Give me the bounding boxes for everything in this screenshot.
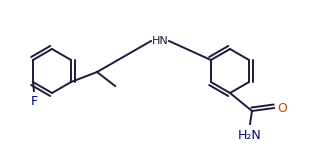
Text: O: O: [277, 101, 287, 114]
Text: H₂N: H₂N: [238, 129, 262, 142]
Text: F: F: [30, 95, 37, 108]
Text: HN: HN: [152, 36, 168, 46]
